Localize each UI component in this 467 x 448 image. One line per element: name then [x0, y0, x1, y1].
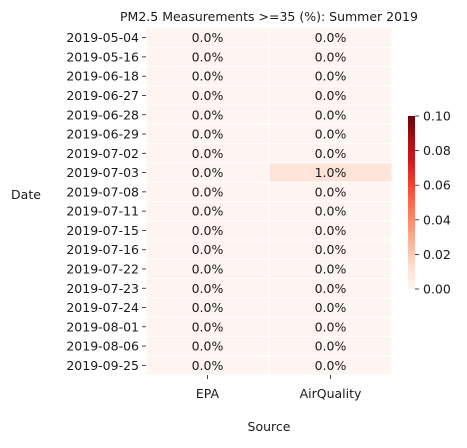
y-tick-label: 2019-07-24: [66, 300, 139, 315]
cell-label: 0.0%: [315, 30, 347, 45]
y-tick-label: 2019-06-18: [66, 69, 139, 84]
cell-label: 0.0%: [315, 49, 347, 64]
cell-label: 0.0%: [315, 242, 347, 257]
y-tick-label: 2019-07-02: [66, 146, 139, 161]
cell-label: 0.0%: [315, 184, 347, 199]
cell-label: 0.0%: [315, 107, 347, 122]
y-tick-label: 2019-07-22: [66, 261, 139, 276]
cell-label: 0.0%: [315, 69, 347, 84]
cell-label: 0.0%: [315, 204, 347, 219]
y-tick-label: 2019-06-29: [66, 127, 139, 142]
cell-label: 0.0%: [192, 223, 224, 238]
cell-label: 0.0%: [192, 261, 224, 276]
colorbar-tick-label: 0.04: [423, 212, 451, 227]
y-tick-label: 2019-07-16: [66, 242, 139, 257]
y-tick-label: 2019-09-25: [66, 358, 139, 373]
x-axis: EPA AirQuality: [196, 375, 362, 401]
x-tick-label: EPA: [196, 386, 220, 401]
y-tick-label: 2019-07-11: [66, 204, 139, 219]
cell-label: 0.0%: [315, 300, 347, 315]
x-tick-label: AirQuality: [300, 386, 362, 401]
y-tick-label: 2019-07-23: [66, 281, 139, 296]
cell-label: 0.0%: [192, 281, 224, 296]
cell-label: 0.0%: [315, 339, 347, 354]
colorbar-tick-label: 0.00: [423, 282, 451, 297]
cell-label: 0.0%: [192, 242, 224, 257]
colorbar-tick-label: 0.08: [423, 143, 451, 158]
y-tick-label: 2019-08-06: [66, 339, 139, 354]
colorbar-tick-label: 0.06: [423, 178, 451, 193]
colorbar-ticks: 0.00 0.02 0.04 0.06 0.08 0.10: [415, 109, 451, 297]
cell-label: 0.0%: [315, 223, 347, 238]
x-axis-label: Source: [248, 419, 291, 434]
colorbar-tick-label: 0.02: [423, 247, 451, 262]
cell-label: 0.0%: [192, 339, 224, 354]
cell-label: 0.0%: [192, 69, 224, 84]
colorbar-tick-label: 0.10: [423, 109, 451, 124]
cell-annotations: 0.0% 0.0% 0.0% 0.0% 0.0% 0.0% 0.0% 0.0% 0.0% 0.0%…: [192, 30, 347, 373]
cell-label: 0.0%: [315, 261, 347, 276]
colorbar-gradient: [408, 116, 415, 289]
cell-label: 0.0%: [192, 165, 224, 180]
y-tick-label: 2019-07-15: [66, 223, 139, 238]
cell-label: 0.0%: [192, 88, 224, 103]
cell-label: 0.0%: [192, 204, 224, 219]
y-axis-label: Date: [11, 187, 41, 202]
cell-label: 0.0%: [192, 49, 224, 64]
y-tick-label: 2019-07-08: [66, 184, 139, 199]
y-tick-label: 2019-08-01: [66, 319, 139, 334]
cell-label: 1.0%: [315, 165, 347, 180]
chart-title: PM2.5 Measurements >=35 (%): Summer 2019: [120, 9, 418, 24]
cell-label: 0.0%: [315, 281, 347, 296]
cell-label: 0.0%: [192, 319, 224, 334]
cell-label: 0.0%: [315, 146, 347, 161]
cell-label: 0.0%: [192, 184, 224, 199]
colorbar: 0.00 0.02 0.04 0.06 0.08 0.10: [408, 109, 451, 297]
cell-label: 0.0%: [315, 319, 347, 334]
cell-label: 0.0%: [315, 358, 347, 373]
y-tick-label: 2019-06-27: [66, 88, 139, 103]
cell-label: 0.0%: [315, 127, 347, 142]
y-tick-label: 2019-05-16: [66, 49, 139, 64]
cell-label: 0.0%: [192, 30, 224, 45]
cell-label: 0.0%: [315, 88, 347, 103]
y-axis: 2019-05-04 2019-05-16 2019-06-18 2019-06-27…: [66, 30, 146, 373]
cell-label: 0.0%: [192, 127, 224, 142]
y-tick-label: 2019-06-28: [66, 107, 139, 122]
cell-label: 0.0%: [192, 300, 224, 315]
y-tick-label: 2019-05-04: [66, 30, 139, 45]
cell-label: 0.0%: [192, 358, 224, 373]
heatmap-cells: [145, 27, 393, 376]
cell-label: 0.0%: [192, 107, 224, 122]
cell-label: 0.0%: [192, 146, 224, 161]
y-tick-label: 2019-07-03: [66, 165, 139, 180]
